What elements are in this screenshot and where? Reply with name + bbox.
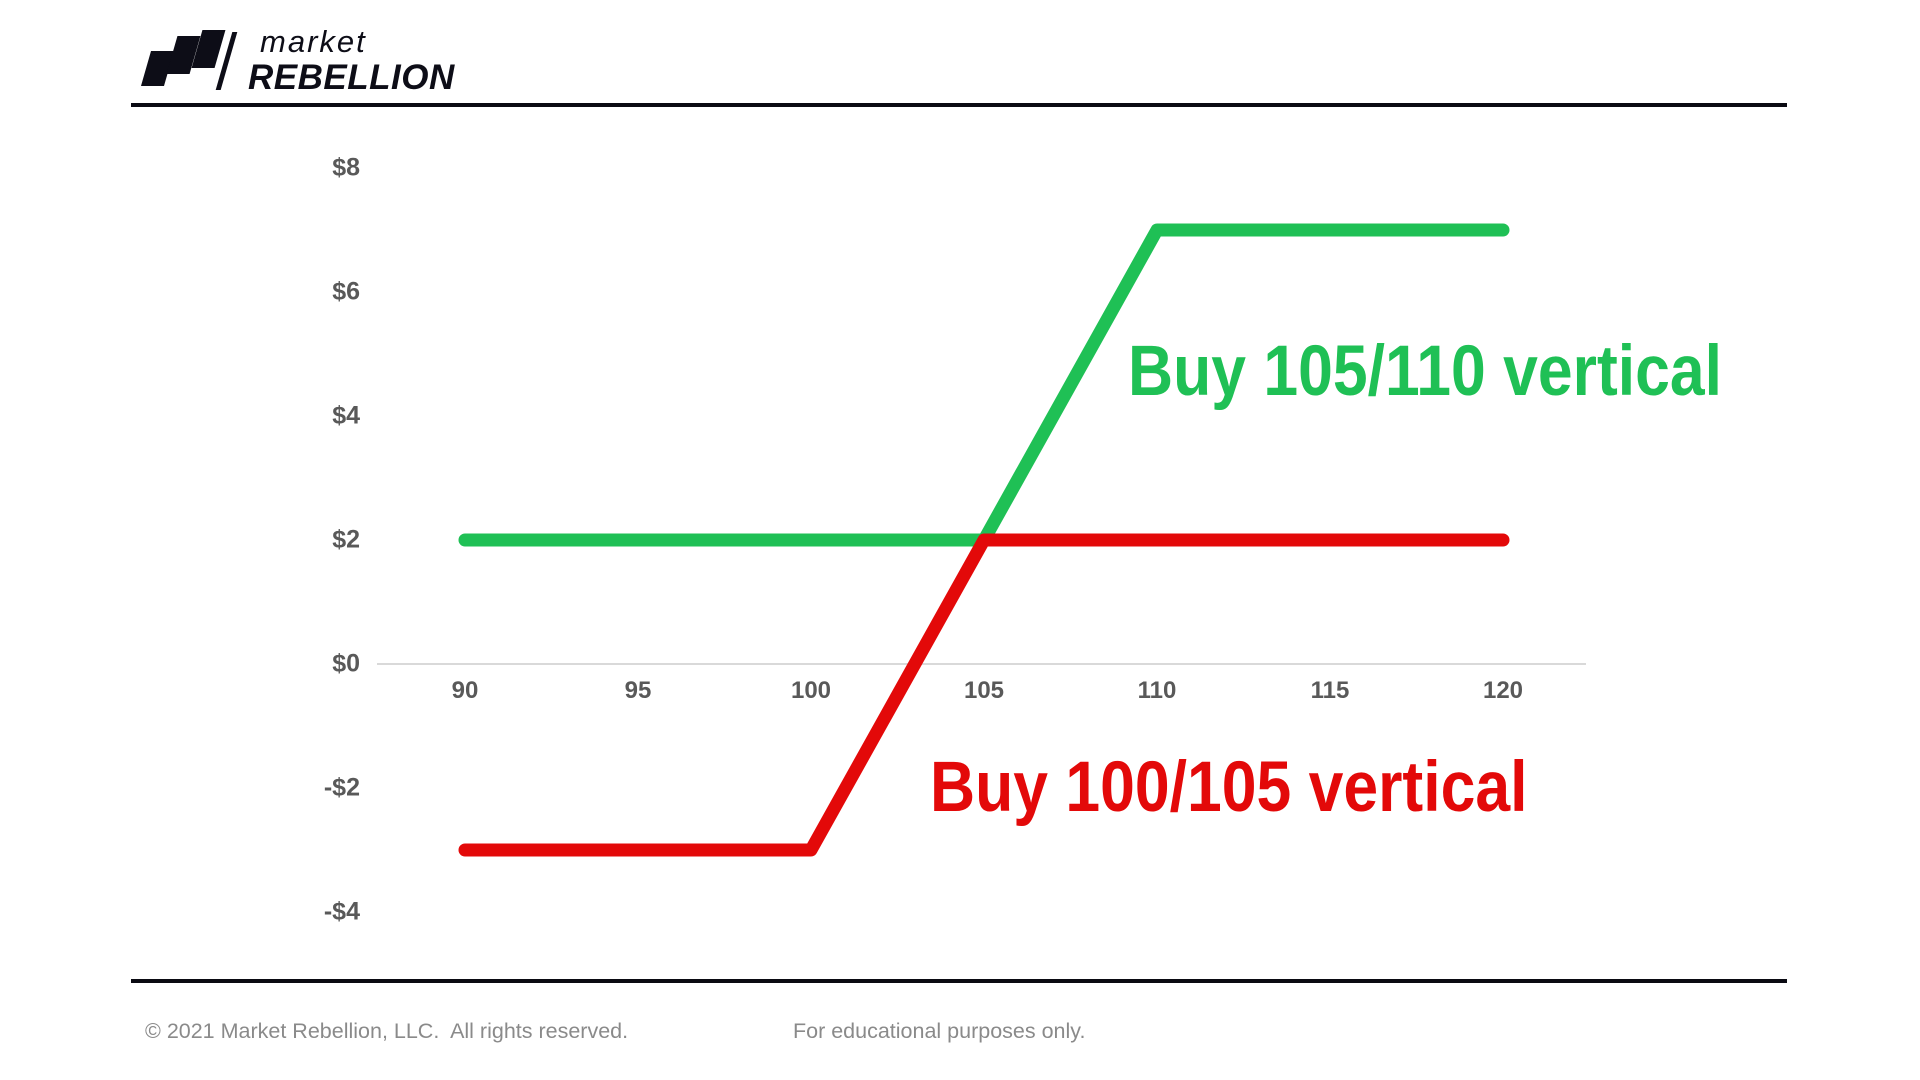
market-rebellion-logo: market REBELLION — [140, 26, 455, 95]
payoff-line-1 — [458, 533, 1510, 857]
logo-wordmark: market REBELLION — [248, 26, 455, 95]
disclaimer-text: For educational purposes only. — [793, 1019, 1086, 1043]
payoff-line-0 — [458, 223, 1510, 547]
logo-word-market: market — [260, 24, 367, 59]
bottom-divider — [131, 979, 1787, 983]
logo-word-rebellion: REBELLION — [248, 58, 455, 97]
top-divider — [131, 103, 1787, 107]
copyright-text: © 2021 Market Rebellion, LLC. All rights… — [145, 1019, 629, 1043]
